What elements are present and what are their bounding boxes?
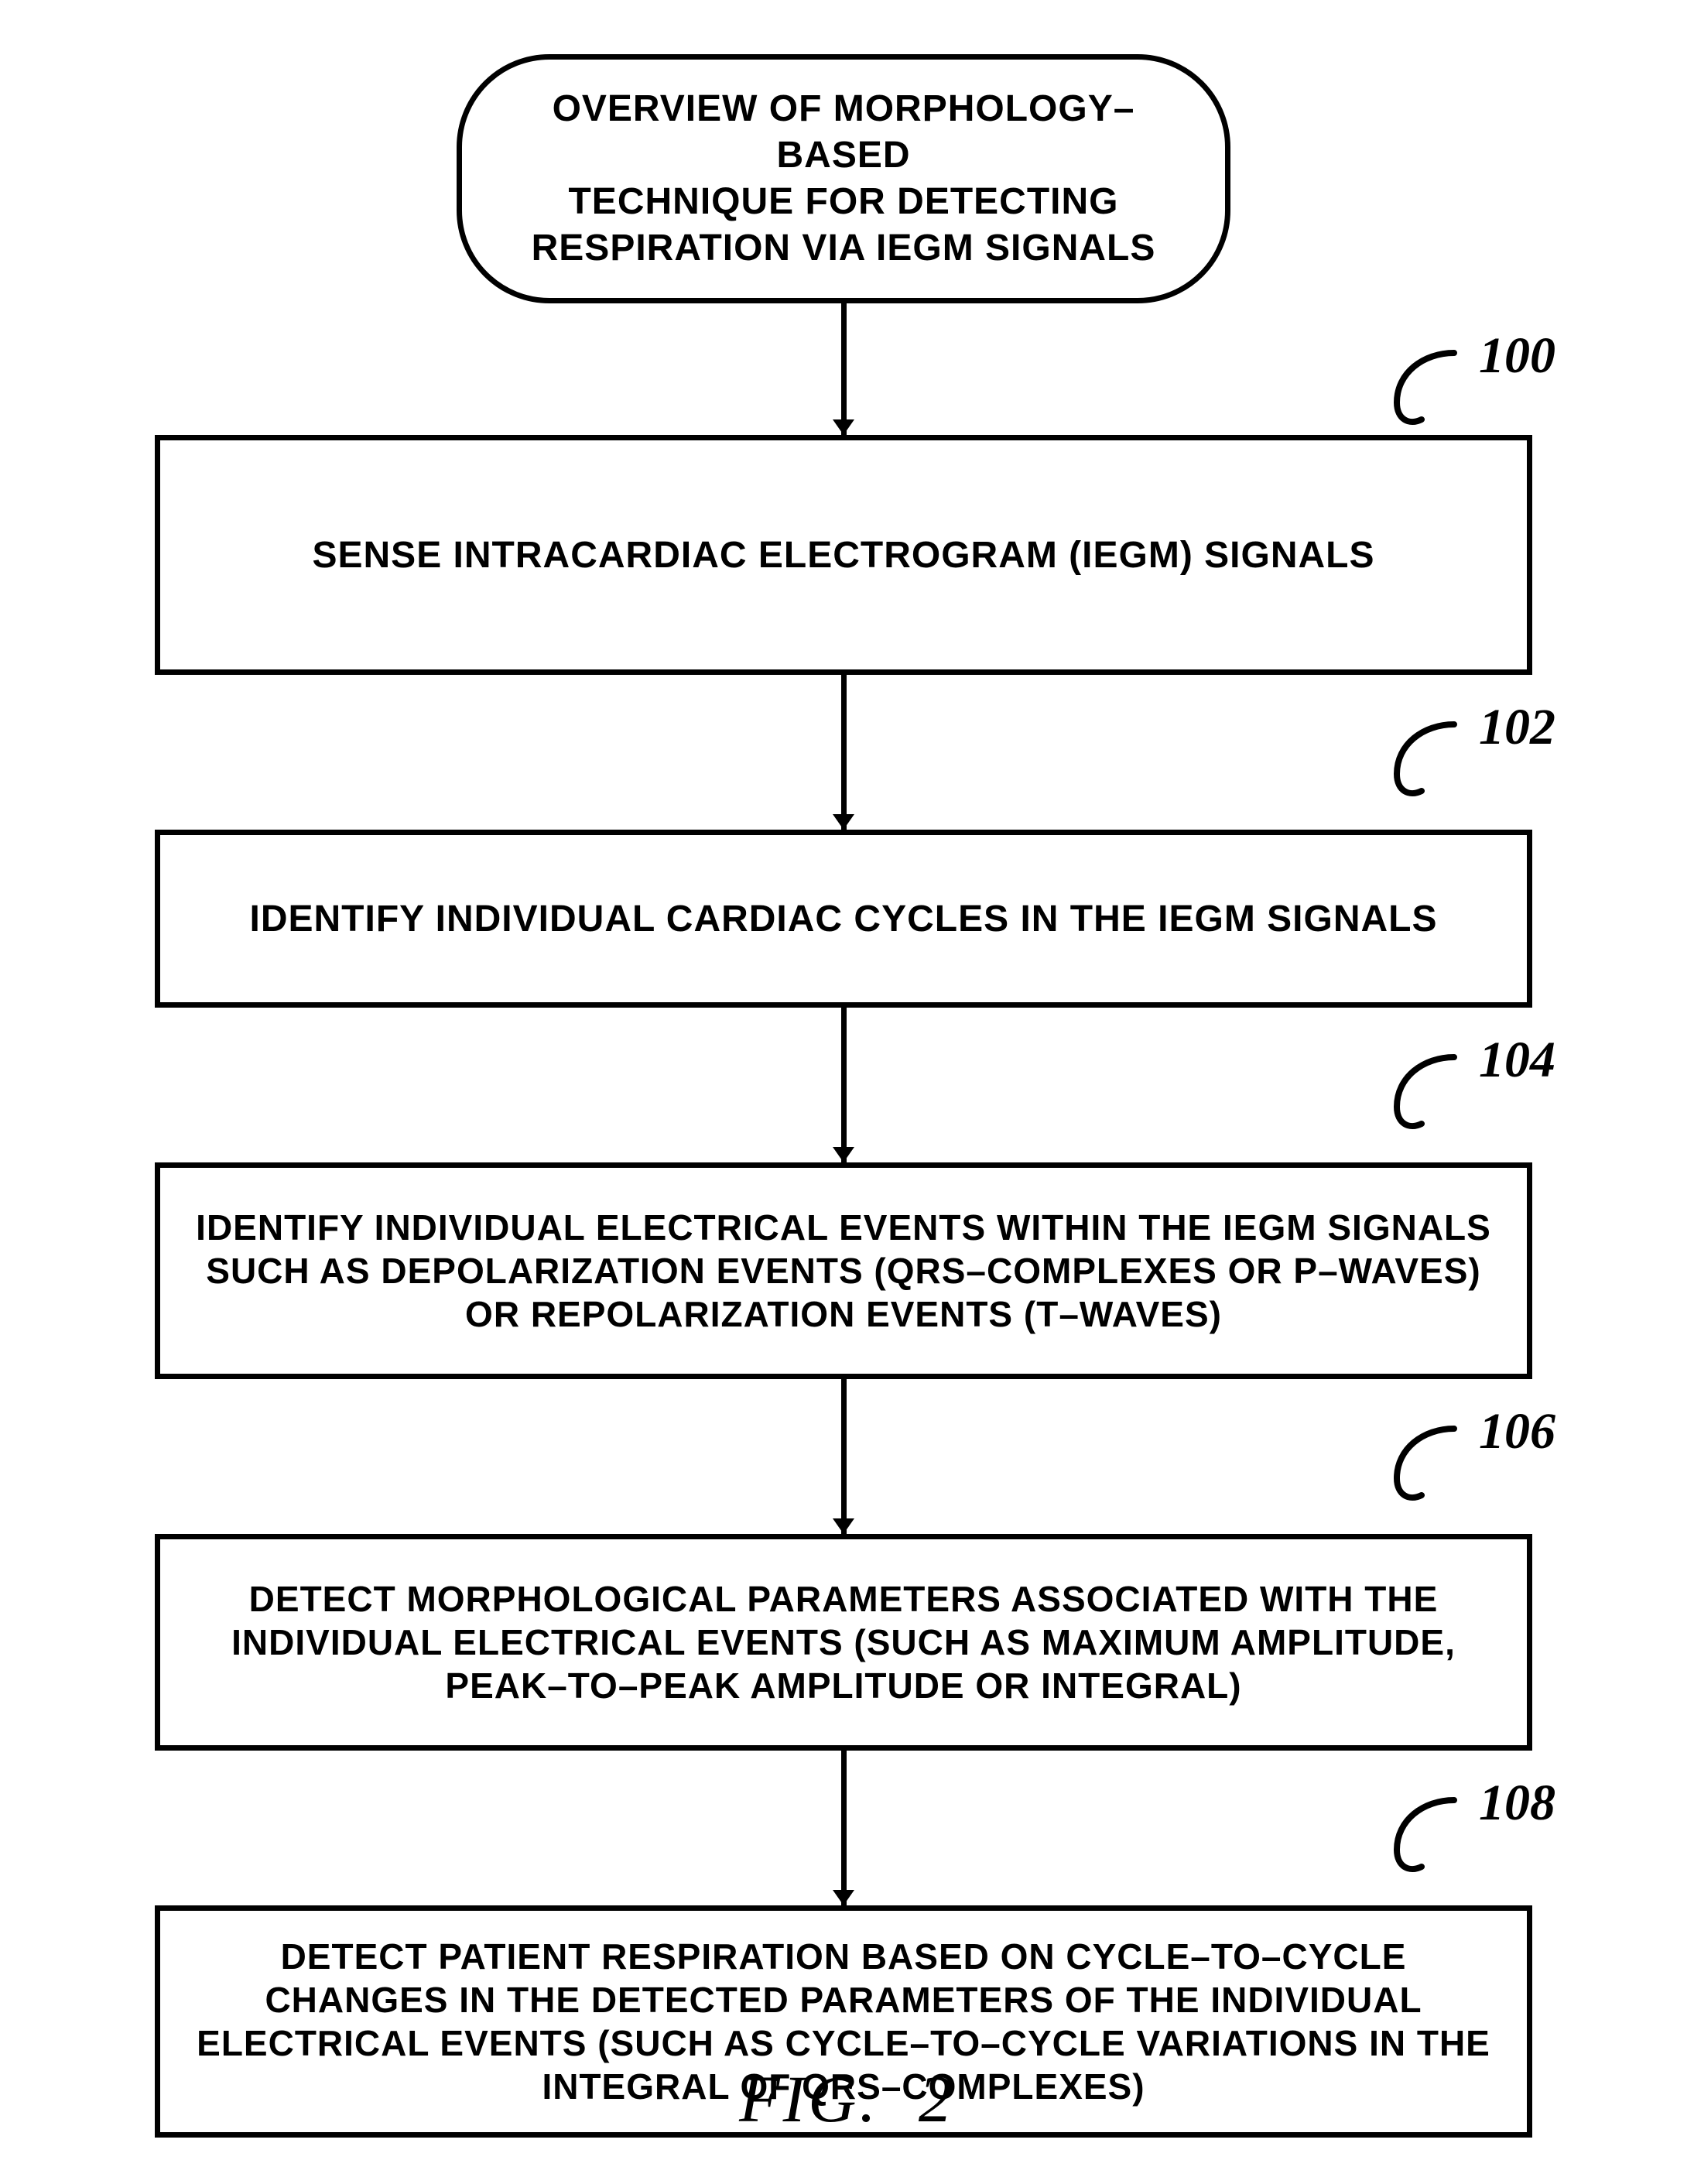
step-reference-label: 108 bbox=[1383, 1774, 1555, 1874]
terminator-line: OVERVIEW OF MORPHOLOGY–BASED bbox=[508, 86, 1179, 179]
step-reference-label: 104 bbox=[1383, 1031, 1555, 1131]
connector: 108 bbox=[155, 1751, 1532, 1905]
arrowhead-icon bbox=[833, 1890, 854, 1905]
step-reference-number: 108 bbox=[1479, 1774, 1555, 1833]
arrowhead-icon bbox=[833, 814, 854, 830]
step-reference-label: 106 bbox=[1383, 1402, 1555, 1503]
arrowhead-icon bbox=[833, 1518, 854, 1534]
process-box-line: DETECT MORPHOLOGICAL PARAMETERS ASSOCIAT… bbox=[160, 1577, 1527, 1621]
process-box: DETECT MORPHOLOGICAL PARAMETERS ASSOCIAT… bbox=[155, 1534, 1532, 1751]
connector: 100 bbox=[155, 303, 1532, 435]
terminator-line: TECHNIQUE FOR DETECTING bbox=[508, 179, 1179, 225]
flowchart: OVERVIEW OF MORPHOLOGY–BASEDTECHNIQUE FO… bbox=[155, 54, 1532, 2138]
process-box: IDENTIFY INDIVIDUAL ELECTRICAL EVENTS WI… bbox=[155, 1162, 1532, 1379]
terminator-line: RESPIRATION VIA IEGM SIGNALS bbox=[508, 225, 1179, 272]
connector-line bbox=[841, 303, 847, 435]
step-reference-number: 106 bbox=[1479, 1402, 1555, 1461]
reference-hook-icon bbox=[1383, 714, 1476, 799]
step-reference-number: 100 bbox=[1479, 327, 1555, 385]
connector: 106 bbox=[155, 1379, 1532, 1534]
connector-line bbox=[841, 675, 847, 830]
process-box-line: IDENTIFY INDIVIDUAL ELECTRICAL EVENTS WI… bbox=[160, 1206, 1527, 1249]
process-box-line: SUCH AS DEPOLARIZATION EVENTS (QRS–COMPL… bbox=[160, 1249, 1527, 1292]
process-box-line: OR REPOLARIZATION EVENTS (T–WAVES) bbox=[160, 1292, 1527, 1336]
process-box-line: DETECT PATIENT RESPIRATION BASED ON CYCL… bbox=[160, 1935, 1527, 1978]
step-reference-label: 102 bbox=[1383, 698, 1555, 799]
process-box-line: SENSE INTRACARDIAC ELECTROGRAM (IEGM) SI… bbox=[160, 532, 1527, 578]
step-reference-label: 100 bbox=[1383, 327, 1555, 427]
process-box-line: IDENTIFY INDIVIDUAL CARDIAC CYCLES IN TH… bbox=[160, 896, 1527, 942]
process-box-line: INDIVIDUAL ELECTRICAL EVENTS (SUCH AS MA… bbox=[160, 1621, 1527, 1664]
connector: 104 bbox=[155, 1008, 1532, 1162]
reference-hook-icon bbox=[1383, 342, 1476, 427]
arrowhead-icon bbox=[833, 419, 854, 435]
page: OVERVIEW OF MORPHOLOGY–BASEDTECHNIQUE FO… bbox=[0, 0, 1694, 2184]
process-box: SENSE INTRACARDIAC ELECTROGRAM (IEGM) SI… bbox=[155, 435, 1532, 675]
connector: 102 bbox=[155, 675, 1532, 830]
process-box-line: CHANGES IN THE DETECTED PARAMETERS OF TH… bbox=[160, 1978, 1527, 2021]
process-box-line: ELECTRICAL EVENTS (SUCH AS CYCLE–TO–CYCL… bbox=[160, 2021, 1527, 2065]
connector-line bbox=[841, 1379, 847, 1534]
figure-caption: FIG. 2 bbox=[0, 2060, 1694, 2138]
connector-line bbox=[841, 1008, 847, 1162]
connector-line bbox=[841, 1751, 847, 1905]
arrowhead-icon bbox=[833, 1147, 854, 1162]
reference-hook-icon bbox=[1383, 1789, 1476, 1874]
step-reference-number: 102 bbox=[1479, 698, 1555, 757]
reference-hook-icon bbox=[1383, 1046, 1476, 1131]
terminator: OVERVIEW OF MORPHOLOGY–BASEDTECHNIQUE FO… bbox=[457, 54, 1230, 303]
step-reference-number: 104 bbox=[1479, 1031, 1555, 1090]
reference-hook-icon bbox=[1383, 1418, 1476, 1503]
process-box: IDENTIFY INDIVIDUAL CARDIAC CYCLES IN TH… bbox=[155, 830, 1532, 1008]
process-box-line: PEAK–TO–PEAK AMPLITUDE OR INTEGRAL) bbox=[160, 1664, 1527, 1707]
